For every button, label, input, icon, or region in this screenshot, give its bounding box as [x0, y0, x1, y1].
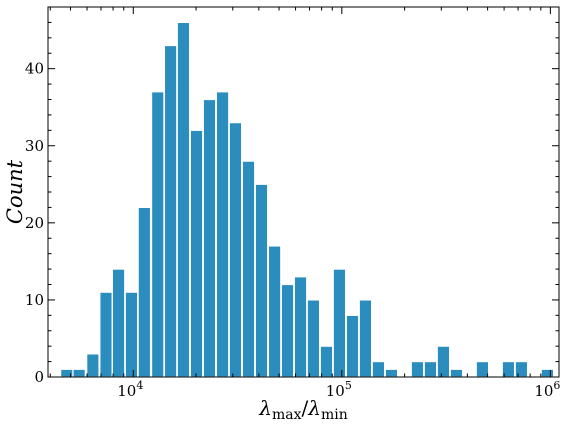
- bar: [215, 91, 230, 378]
- x-axis-label: λmax/λmin: [258, 396, 347, 423]
- bar: [410, 360, 425, 378]
- bar: [332, 268, 347, 378]
- ticks-layer: 0 10 20 30 40 104 105 106: [25, 6, 560, 400]
- x-tick-label: 106: [534, 379, 560, 400]
- y-tick-label: 20: [25, 214, 44, 232]
- bar: [176, 21, 191, 378]
- bar: [163, 44, 178, 378]
- bar: [384, 368, 399, 378]
- plot-frame: [47, 6, 560, 378]
- y-tick-label: 30: [25, 137, 44, 155]
- y-axis-title: Count: [3, 159, 27, 224]
- bar: [514, 360, 529, 378]
- bar: [86, 353, 100, 378]
- x-tick-label: 105: [326, 379, 352, 400]
- bar: [319, 345, 334, 378]
- bars-layer: [60, 21, 555, 378]
- bar: [475, 360, 490, 378]
- bar: [267, 245, 282, 378]
- bar: [345, 314, 360, 378]
- bar: [449, 368, 464, 378]
- y-tick-label: 0: [34, 368, 44, 386]
- bar: [60, 368, 74, 378]
- bar: [137, 206, 152, 378]
- bar: [423, 360, 438, 378]
- bar: [280, 283, 295, 378]
- bar: [189, 129, 204, 378]
- y-tick-label: 40: [25, 60, 44, 78]
- bar: [371, 360, 386, 378]
- bar: [241, 160, 256, 378]
- bar: [540, 368, 555, 378]
- y-tick-label: 10: [25, 291, 44, 309]
- bar: [228, 122, 243, 378]
- bar: [202, 98, 217, 378]
- x-axis-title: λmax/λmin: [258, 396, 347, 423]
- bar: [358, 299, 373, 378]
- bar: [72, 368, 86, 378]
- bar: [150, 91, 165, 378]
- bar: [99, 291, 113, 378]
- bar: [111, 268, 126, 378]
- x-tick-label: 104: [117, 379, 143, 400]
- bar: [124, 291, 139, 378]
- y-axis-label: Count: [3, 159, 27, 224]
- bar: [254, 183, 269, 378]
- bar: [293, 276, 308, 378]
- bar: [306, 299, 321, 378]
- bar: [436, 345, 451, 378]
